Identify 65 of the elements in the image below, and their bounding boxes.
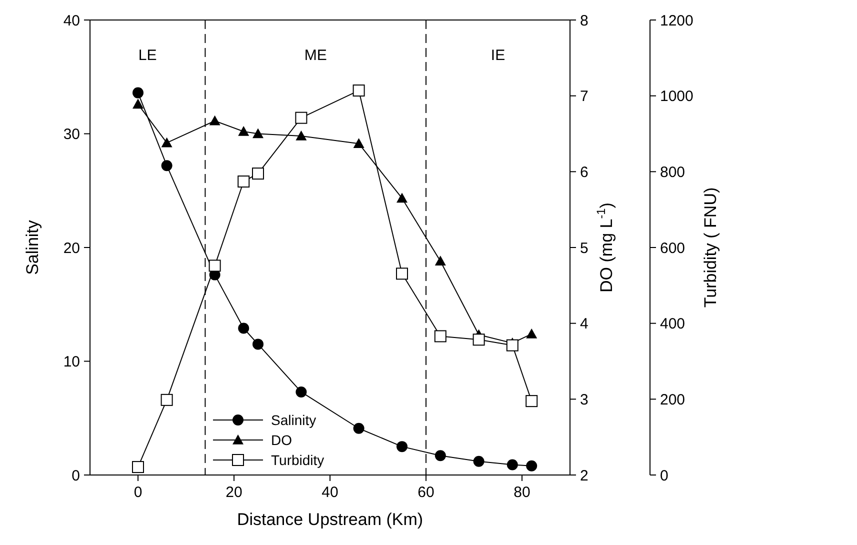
y2-tick-label: 5 xyxy=(580,240,588,257)
point xyxy=(353,422,364,434)
x-tick-label: 0 xyxy=(134,484,142,501)
x-tick-label: 80 xyxy=(514,484,530,501)
x-axis-title: Distance Upstream (Km) xyxy=(236,510,424,529)
y-tick-label: 0 xyxy=(72,467,80,484)
point xyxy=(434,450,446,462)
point xyxy=(238,126,250,136)
y-tick-label: 20 xyxy=(63,240,80,257)
y3-tick-label: 400 xyxy=(660,316,686,333)
y2-tick-label: 8 xyxy=(580,12,588,30)
point xyxy=(132,87,144,98)
y3-tick-label: 1200 xyxy=(660,12,694,30)
point xyxy=(208,260,221,272)
y3-tick-label: 600 xyxy=(660,240,686,257)
point xyxy=(209,115,220,126)
point xyxy=(132,98,144,109)
point xyxy=(526,395,538,408)
legend-label: Turbidity xyxy=(271,452,324,468)
point xyxy=(252,338,264,350)
point xyxy=(396,268,408,280)
y3-axis-title: Turbidity ( FNU) xyxy=(701,187,720,308)
point xyxy=(472,334,485,346)
y3-tick-label: 1000 xyxy=(660,88,694,106)
point xyxy=(161,137,172,148)
point xyxy=(396,192,408,203)
y-tick-label: 10 xyxy=(63,354,80,370)
point xyxy=(353,138,364,148)
point xyxy=(238,322,250,334)
point xyxy=(434,256,446,266)
point xyxy=(396,441,408,452)
point xyxy=(161,160,172,172)
x-tick-label: 20 xyxy=(226,484,242,501)
annotation: IE xyxy=(490,47,506,64)
point xyxy=(506,459,518,470)
x-tick-label: 40 xyxy=(322,484,338,501)
y2-tick-label: 3 xyxy=(580,391,588,408)
y3-tick-label: 200 xyxy=(660,391,686,408)
point xyxy=(506,339,518,352)
y2-tick-label: 2 xyxy=(580,467,588,484)
y-tick-label: 30 xyxy=(63,126,80,143)
y2-tick-label: 7 xyxy=(580,88,588,106)
annotation: LE xyxy=(138,47,157,64)
point xyxy=(526,460,538,472)
point xyxy=(296,386,307,398)
point xyxy=(473,456,484,467)
point xyxy=(352,84,365,97)
y2-tick-label: 6 xyxy=(580,164,588,181)
legend-label: Salinity xyxy=(271,412,316,428)
point xyxy=(252,128,264,138)
y2-tick-label: 4 xyxy=(580,316,588,333)
point xyxy=(296,130,307,140)
y3-tick-label: 800 xyxy=(660,164,686,181)
point xyxy=(238,176,250,188)
point xyxy=(434,330,446,342)
annotation: ME xyxy=(304,47,327,64)
point xyxy=(252,168,264,180)
x-tick-label: 60 xyxy=(418,484,434,501)
y3-tick-label: 0 xyxy=(660,467,668,484)
y-axis-title: Salinity xyxy=(23,220,42,275)
point xyxy=(160,394,173,406)
y-tick-label: 40 xyxy=(63,12,80,30)
legend-label: DO xyxy=(271,432,292,448)
point xyxy=(526,328,538,338)
point xyxy=(295,112,308,124)
